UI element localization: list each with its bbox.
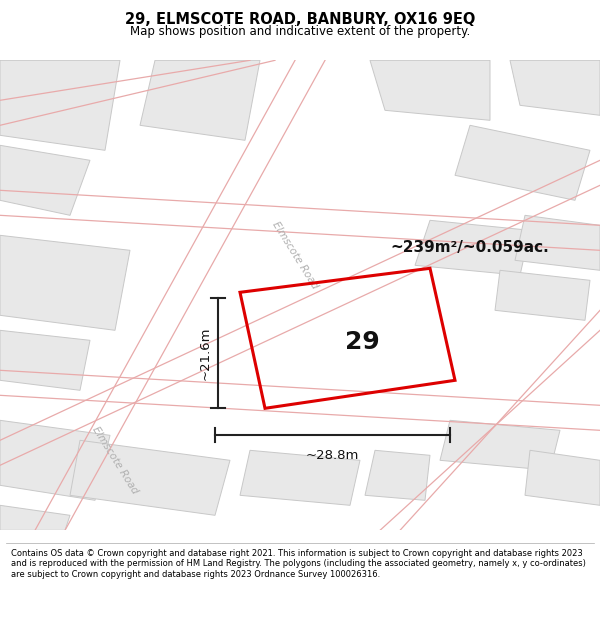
Polygon shape bbox=[370, 60, 490, 120]
Polygon shape bbox=[510, 60, 600, 115]
Polygon shape bbox=[0, 145, 90, 215]
Text: ~239m²/~0.059ac.: ~239m²/~0.059ac. bbox=[390, 240, 549, 255]
Polygon shape bbox=[70, 440, 230, 515]
Text: Elmscote Road: Elmscote Road bbox=[270, 220, 320, 291]
Polygon shape bbox=[240, 450, 360, 505]
Polygon shape bbox=[140, 60, 260, 140]
Polygon shape bbox=[0, 505, 70, 530]
Text: ~21.6m: ~21.6m bbox=[199, 326, 212, 380]
Polygon shape bbox=[0, 330, 90, 390]
Text: Map shows position and indicative extent of the property.: Map shows position and indicative extent… bbox=[130, 24, 470, 38]
Polygon shape bbox=[0, 235, 130, 330]
Text: 29, ELMSCOTE ROAD, BANBURY, OX16 9EQ: 29, ELMSCOTE ROAD, BANBURY, OX16 9EQ bbox=[125, 12, 475, 28]
Text: ~28.8m: ~28.8m bbox=[306, 449, 359, 462]
Polygon shape bbox=[415, 220, 530, 275]
Polygon shape bbox=[0, 60, 120, 150]
Polygon shape bbox=[495, 270, 590, 320]
Polygon shape bbox=[515, 215, 600, 270]
Polygon shape bbox=[455, 125, 590, 200]
Polygon shape bbox=[525, 450, 600, 505]
Text: Elmscote Road: Elmscote Road bbox=[90, 425, 140, 496]
Polygon shape bbox=[440, 420, 560, 470]
Text: 29: 29 bbox=[345, 330, 380, 354]
Polygon shape bbox=[365, 450, 430, 500]
Text: Contains OS data © Crown copyright and database right 2021. This information is : Contains OS data © Crown copyright and d… bbox=[11, 549, 586, 579]
Polygon shape bbox=[0, 420, 110, 500]
